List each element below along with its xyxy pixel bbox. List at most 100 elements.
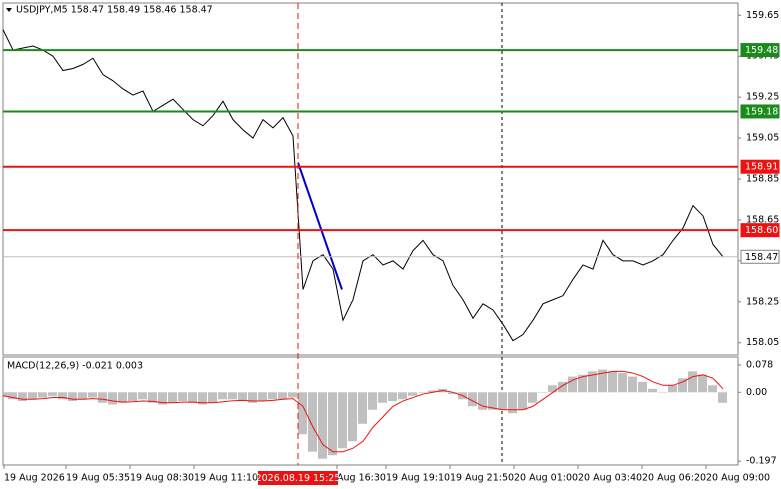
histogram-bar xyxy=(648,388,657,393)
histogram-bar xyxy=(248,392,257,403)
histogram-bar xyxy=(138,392,147,400)
x-tick-label: 20 Aug 06:20 xyxy=(642,473,706,484)
histogram-bar xyxy=(98,392,107,403)
histogram-bar xyxy=(168,392,177,403)
histogram-bar xyxy=(578,374,587,393)
histogram-bar xyxy=(698,374,707,393)
histogram-bar xyxy=(488,392,497,410)
histogram-bar xyxy=(528,392,537,403)
histogram-bar xyxy=(378,392,387,403)
histogram-bar xyxy=(48,392,57,396)
histogram-bar xyxy=(338,392,347,449)
histogram-bar xyxy=(78,392,87,400)
histogram-bar xyxy=(358,392,367,424)
histogram-bar xyxy=(58,392,67,400)
y-tick-label: 158.05 xyxy=(746,337,779,348)
histogram-bar xyxy=(288,392,297,398)
histogram-bar xyxy=(448,392,457,395)
histogram-bar xyxy=(328,392,337,456)
histogram-bar xyxy=(68,392,77,402)
y-tick-label: -0.197 xyxy=(746,456,777,467)
level-label: 158.47 xyxy=(745,252,778,263)
x-tick-label: 19 Aug 11:10 xyxy=(194,473,258,484)
trend-line xyxy=(297,162,343,290)
level-label-box xyxy=(740,43,780,58)
histogram-bar xyxy=(348,392,357,442)
histogram-bar xyxy=(418,392,427,393)
histogram-bar xyxy=(568,376,577,393)
macd-title: MACD(12,26,9) -0.021 0.003 xyxy=(7,361,143,372)
histogram-bar xyxy=(8,392,17,400)
histogram-bar xyxy=(398,392,407,400)
histogram-bar xyxy=(208,392,217,403)
histogram-bar xyxy=(298,392,307,435)
histogram-bar xyxy=(588,371,597,393)
histogram-bar xyxy=(3,392,12,396)
histogram-bar xyxy=(18,392,27,402)
x-tick-label: 20 Aug 03:40 xyxy=(578,473,642,484)
histogram-bar xyxy=(688,371,697,393)
y-tick-label: 159.65 xyxy=(746,10,779,21)
y-tick-label: 159.25 xyxy=(746,92,779,103)
signal-line xyxy=(2,370,724,453)
level-label-box xyxy=(740,223,780,238)
histogram-bar xyxy=(388,392,397,402)
histogram-bar xyxy=(628,376,637,393)
histogram-bar xyxy=(318,392,327,459)
histogram-bar xyxy=(608,371,617,393)
level-label: 159.48 xyxy=(745,45,778,56)
histogram-bar xyxy=(518,392,527,410)
histogram-bar xyxy=(558,381,567,393)
histogram-bar xyxy=(268,392,277,400)
x-tick-label: 19 Aug 21:50 xyxy=(450,473,514,484)
histogram-bar xyxy=(498,392,507,410)
histogram-bar xyxy=(538,392,547,393)
histogram-bar xyxy=(188,392,197,403)
y-tick-label: 158.85 xyxy=(746,174,779,185)
menu-triangle xyxy=(6,8,12,12)
level-label: 159.18 xyxy=(745,106,778,117)
histogram-bar xyxy=(638,381,647,393)
y-tick-label: 158.25 xyxy=(746,296,779,307)
histogram-bar xyxy=(238,392,247,402)
histogram-bar xyxy=(368,392,377,410)
histogram-bar xyxy=(708,385,717,393)
x-tick-label: 19 Aug 08:30 xyxy=(130,473,194,484)
macd-panel-frame xyxy=(2,356,739,466)
level-label-box xyxy=(740,104,780,119)
histogram-bar xyxy=(548,385,557,393)
chart-title: USDJPY,M5 158.47 158.49 158.46 158.47 xyxy=(16,5,213,16)
x-tick-label: 19 Aug 05:35 xyxy=(66,473,130,484)
x-tick-label: 20 Aug 09:00 xyxy=(706,473,770,484)
histogram-bar xyxy=(658,392,667,393)
histogram-bar xyxy=(718,392,727,403)
histogram-bar xyxy=(408,392,417,396)
y-tick-label: 159.05 xyxy=(746,133,779,144)
histogram-bar xyxy=(228,392,237,400)
crosshair-label: 2026.08.19 15:25 xyxy=(256,473,341,484)
x-tick-label: 19 Aug 2026 xyxy=(4,473,65,484)
histogram-bar xyxy=(258,392,267,402)
histogram-bar xyxy=(468,392,477,407)
histogram-bar xyxy=(178,392,187,402)
histogram-bar xyxy=(618,373,627,393)
y-tick-label: 0.00 xyxy=(746,387,767,398)
crosshair-label-box xyxy=(258,471,338,485)
histogram-bar xyxy=(598,369,607,393)
histogram-bar xyxy=(148,392,157,403)
histogram-bar xyxy=(198,392,207,405)
histogram-bar xyxy=(428,390,437,393)
histogram-bar xyxy=(218,392,227,400)
histogram-bar xyxy=(278,392,287,400)
level-label-box xyxy=(740,159,780,174)
x-tick-label: Aug 16:30 xyxy=(337,473,386,484)
price-line xyxy=(2,29,724,342)
histogram-bar xyxy=(108,392,117,405)
x-tick-label: 19 Aug 19:10 xyxy=(386,473,450,484)
histogram-bar xyxy=(678,378,687,393)
histogram-bar xyxy=(508,392,517,414)
histogram-bar xyxy=(28,392,37,400)
histogram-bar xyxy=(158,392,167,405)
